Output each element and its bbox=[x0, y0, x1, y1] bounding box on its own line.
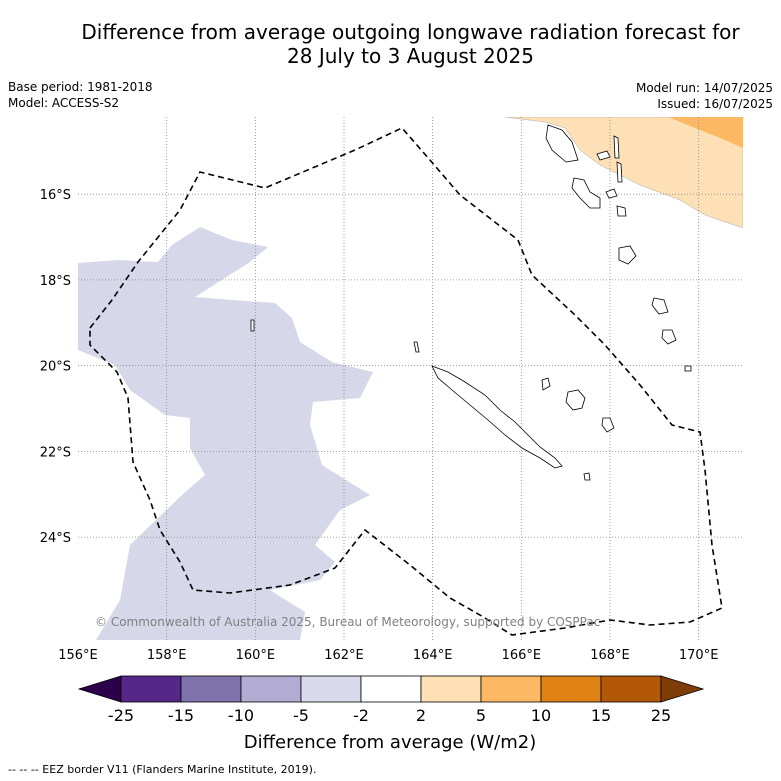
issued-date: Issued: 16/07/2025 bbox=[657, 97, 773, 111]
base-period: Base period: 1981-2018 bbox=[8, 80, 153, 94]
eez-border-note: -- -- -- EEZ border V11 (Flanders Marine… bbox=[8, 763, 317, 776]
colorbar-swatch bbox=[480, 675, 542, 703]
colorbar-label: Difference from average (W/m2) bbox=[244, 732, 536, 753]
vanuatu-maewo bbox=[613, 135, 620, 159]
colorbar-swatch bbox=[300, 675, 362, 703]
map-area bbox=[78, 117, 743, 640]
copyright-text: © Commonwealth of Australia 2025, Bureau… bbox=[95, 615, 600, 629]
longitude-tick-label: 158°E bbox=[147, 648, 187, 663]
gridlines bbox=[78, 117, 743, 640]
loyalty-island-1 bbox=[565, 389, 586, 411]
title-line-1: Difference from average outgoing longwav… bbox=[81, 20, 740, 44]
colorbar-swatch bbox=[240, 675, 302, 703]
colorbar: -25 -15 -10 -5 -2 2 5 10 15 25 bbox=[77, 675, 705, 725]
eez-border bbox=[89, 127, 723, 636]
longitude-tick-label: 170°E bbox=[679, 648, 719, 663]
colorbar-swatch bbox=[180, 675, 242, 703]
positive-anomaly-mid-region bbox=[668, 117, 743, 148]
islands bbox=[250, 124, 692, 481]
latitude-tick-label: 18°S bbox=[40, 274, 71, 289]
colorbar-extension-low bbox=[77, 675, 122, 703]
colorbar-tick-label: -5 bbox=[293, 706, 309, 725]
colorbar-tick-label: -2 bbox=[353, 706, 369, 725]
latitude-tick-label: 16°S bbox=[40, 188, 71, 203]
colorbar-tick-label: -10 bbox=[228, 706, 254, 725]
vanuatu-efate bbox=[616, 205, 627, 217]
colorbar-tick-label: 10 bbox=[531, 706, 551, 725]
longitude-tick-label: 168°E bbox=[590, 648, 630, 663]
belep-island bbox=[413, 341, 420, 353]
colorbar-tick-label: 5 bbox=[476, 706, 486, 725]
colorbar-tick-label: 25 bbox=[651, 706, 671, 725]
loyalty-north-2 bbox=[661, 329, 677, 345]
longitude-tick-label: 160°E bbox=[236, 648, 276, 663]
vanuatu-ambae bbox=[596, 150, 611, 161]
colorbar-swatch bbox=[120, 675, 182, 703]
model-name: Model: ACCESS-S2 bbox=[8, 96, 120, 110]
vanuatu-epi bbox=[605, 188, 618, 199]
loyalty-north-1 bbox=[651, 297, 669, 315]
vanuatu-espiritu-santo bbox=[545, 124, 579, 163]
colorbar-extension-high bbox=[660, 675, 705, 703]
isle-of-pines bbox=[583, 472, 591, 481]
latitude-tick-label: 22°S bbox=[40, 445, 71, 460]
longitude-tick-label: 164°E bbox=[413, 648, 453, 663]
colorbar-tick-label: -15 bbox=[168, 706, 194, 725]
colorbar-swatch bbox=[540, 675, 602, 703]
model-run: Model run: 14/07/2025 bbox=[635, 81, 773, 95]
positive-anomaly-light-region bbox=[504, 117, 743, 229]
longitude-tick-label: 166°E bbox=[502, 648, 542, 663]
longitude-labels: 156°E 158°E 160°E 162°E 164°E 166°E 168°E 170°E bbox=[58, 648, 718, 663]
latitude-labels: 16°S 18°S 20°S 22°S 24°S bbox=[40, 188, 71, 546]
new-caledonia-island bbox=[431, 365, 563, 469]
vanuatu-malakula bbox=[571, 177, 601, 209]
chesterfield-islet bbox=[250, 319, 255, 332]
latitude-tick-label: 20°S bbox=[40, 360, 71, 375]
colorbar-tick-label: 15 bbox=[591, 706, 611, 725]
negative-anomaly-region bbox=[78, 227, 373, 640]
title-line-2: 28 July to 3 August 2025 bbox=[287, 44, 534, 68]
longitude-tick-label: 156°E bbox=[58, 648, 98, 663]
colorbar-swatch bbox=[600, 675, 662, 703]
colorbar-swatch bbox=[360, 675, 422, 703]
loyalty-island-3 bbox=[601, 417, 615, 433]
colorbar-swatch bbox=[420, 675, 482, 703]
colorbar-tick-label: -25 bbox=[108, 706, 134, 725]
colorbar-tick-label: 2 bbox=[416, 706, 426, 725]
latitude-tick-label: 24°S bbox=[40, 531, 71, 546]
longitude-tick-label: 162°E bbox=[324, 648, 364, 663]
loyalty-island-2 bbox=[541, 377, 551, 391]
hunter-island bbox=[684, 365, 692, 372]
vanuatu-erromango bbox=[618, 245, 637, 265]
vanuatu-pentecost bbox=[616, 161, 623, 183]
